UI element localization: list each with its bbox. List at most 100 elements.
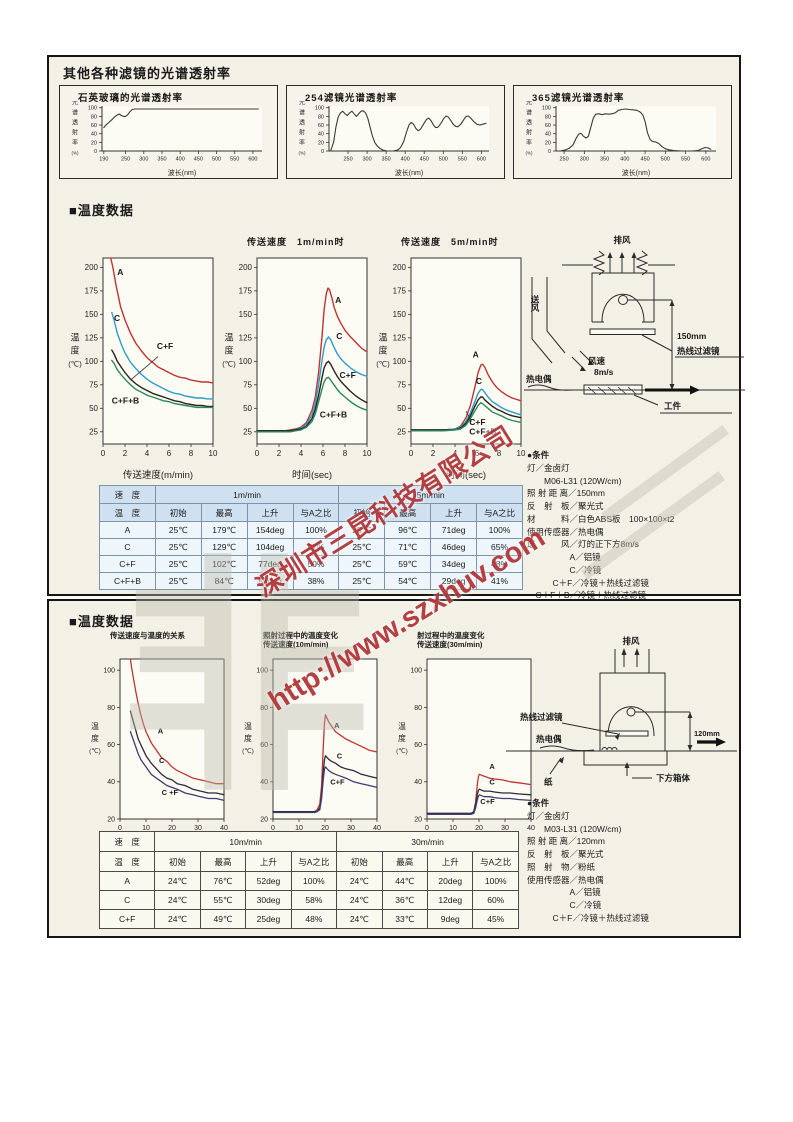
table-header-cell: 温 度 (98, 851, 156, 872)
svg-text:60: 60 (260, 742, 268, 749)
svg-text:40: 40 (91, 132, 97, 138)
speed-temp-relation-chart: 传送速度与温度的关系 20406080100010203040温度(℃)传送速度… (84, 631, 232, 856)
svg-text:8: 8 (343, 449, 348, 458)
svg-text:200: 200 (393, 263, 407, 272)
series-A (110, 257, 214, 384)
series-C+F (111, 349, 214, 408)
svg-text:60: 60 (318, 123, 324, 129)
table-cell: 50% (292, 555, 340, 573)
table-cell: 48% (290, 909, 338, 929)
table-cell: 71℃ (384, 538, 432, 556)
svg-text:25: 25 (89, 428, 98, 437)
t2-plot: 25 50 75 100 125 150 175 200 0 2 4 6 8 10 温度 (℃) 时间(sec)… (222, 257, 372, 481)
table-cell: 100% (290, 871, 338, 891)
series-label: C +F (162, 788, 179, 797)
table-cell: A (98, 871, 156, 891)
series-label: C+F+B (112, 396, 139, 406)
svg-text:谱: 谱 (299, 109, 305, 117)
table-cell: 36℃ (381, 890, 429, 910)
condition-line: M06-L31 (120W/cm) (527, 475, 622, 486)
filter254-chart-title: 254滤镜光谱透射率 (305, 93, 398, 104)
svg-text:透: 透 (299, 119, 305, 127)
temp-vs-speed-title (63, 235, 219, 248)
svg-text:600: 600 (701, 157, 710, 163)
filter365-chart-frame: 365滤镜光谱透射率 0 20 40 60 80 100 250 300 350 400 450 50… (513, 85, 732, 179)
svg-text:(℃): (℃) (396, 747, 408, 755)
table-header-cell: 10m/min (154, 831, 338, 852)
series-label: C (159, 756, 165, 765)
thermocouple-label-2: 热电偶 (536, 734, 562, 744)
table-cell: 38% (292, 572, 340, 590)
condition-line: 照 射 距 离／120mm (527, 836, 605, 847)
svg-text:波长(nm): 波长(nm) (395, 168, 423, 177)
svg-text:20: 20 (321, 825, 329, 832)
series-C+F+B (256, 376, 368, 433)
svg-text:150: 150 (393, 310, 407, 319)
svg-text:190: 190 (99, 157, 108, 163)
table-cell: 25℃ (154, 555, 202, 573)
section2-heading: ■温度数据 (69, 614, 134, 629)
svg-text:10: 10 (295, 825, 303, 832)
svg-text:125: 125 (239, 334, 253, 343)
table-row: 速 度 10m/min 30m/min (98, 831, 519, 852)
svg-text:射: 射 (72, 129, 78, 137)
air-supply-label: 送风 (530, 294, 540, 313)
svg-text:0: 0 (409, 449, 414, 458)
svg-text:150: 150 (239, 310, 253, 319)
svg-text:175: 175 (85, 287, 99, 296)
table-header-cell: 速 度 (98, 831, 156, 852)
condition-line: 照 射 物／粉纸 (527, 861, 596, 872)
table-header-cell: 30m/min (336, 831, 519, 852)
temp-vs-speed-chart: 25 50 75 100 125 150 175 200 0 2 4 6 8 10 温度 (℃) 传送速度(m/… (63, 235, 219, 485)
svg-text:80: 80 (318, 114, 324, 120)
svg-text:50: 50 (397, 404, 406, 413)
table-cell: 59℃ (384, 555, 432, 573)
table-header-cell: 与A之比 (476, 503, 523, 522)
condition-line: 反 射 板／聚光式 (527, 501, 604, 511)
table-cell: 33℃ (381, 909, 429, 929)
series-365滤镜 (559, 108, 712, 152)
svg-text:光: 光 (72, 101, 78, 107)
table-header-cell: 初始 (338, 503, 386, 522)
table-header-cell: 上升 (430, 503, 478, 522)
table-cell: 25℃ (154, 521, 202, 539)
table-cell: 100% (476, 521, 523, 539)
svg-text:0: 0 (548, 149, 551, 155)
svg-text:300: 300 (139, 157, 148, 163)
table-cell: 77deg (246, 555, 294, 573)
condition-line: C＋F／冷镜＋热线过滤镜 (527, 912, 649, 923)
svg-text:光: 光 (299, 101, 305, 107)
svg-text:250: 250 (343, 157, 352, 163)
svg-text:400: 400 (401, 157, 410, 163)
condition-line: 照 射 距 离／150mm (527, 488, 605, 499)
lamp-apparatus-diagram: 排风 送风 150mm 热线过滤镜 风速 8m/s 热电偶 工件 (524, 235, 745, 414)
table-cell: 59deg (246, 572, 294, 590)
table-cell: 100% (292, 521, 340, 539)
series-label: A (335, 295, 341, 305)
svg-text:4: 4 (299, 449, 304, 458)
condition-line: C／冷镜 (527, 900, 602, 910)
table-cell: 179℃ (200, 521, 248, 539)
series-label: C (489, 778, 495, 787)
svg-text:40: 40 (260, 779, 268, 786)
svg-text:30: 30 (347, 825, 355, 832)
series-C +F (129, 730, 225, 802)
svg-text:(℃): (℃) (222, 360, 236, 369)
series-label: C+F+B (469, 427, 496, 437)
table-header-cell: 初始 (336, 851, 383, 872)
condition-line: 送 风／灯的正下方8m/s (527, 539, 639, 550)
svg-text:透: 透 (526, 119, 532, 127)
condition-line: C／冷镜 (527, 564, 602, 575)
svg-text:率: 率 (299, 139, 305, 147)
table-header-cell: 初始 (154, 503, 202, 522)
table-cell: 71deg (430, 521, 478, 539)
table-cell: 30deg (245, 890, 292, 910)
svg-text:6: 6 (321, 449, 326, 458)
table-cell: 25℃ (154, 572, 202, 590)
table-header-cell: 温 度 (99, 503, 156, 522)
svg-text:550: 550 (458, 157, 467, 163)
condition-line: 材 料／白色ABS板 100×100×t2 (527, 513, 675, 524)
lower-box-label: 下方箱体 (656, 773, 691, 783)
series-label: A (489, 762, 495, 771)
table-cell: 52deg (245, 871, 292, 891)
